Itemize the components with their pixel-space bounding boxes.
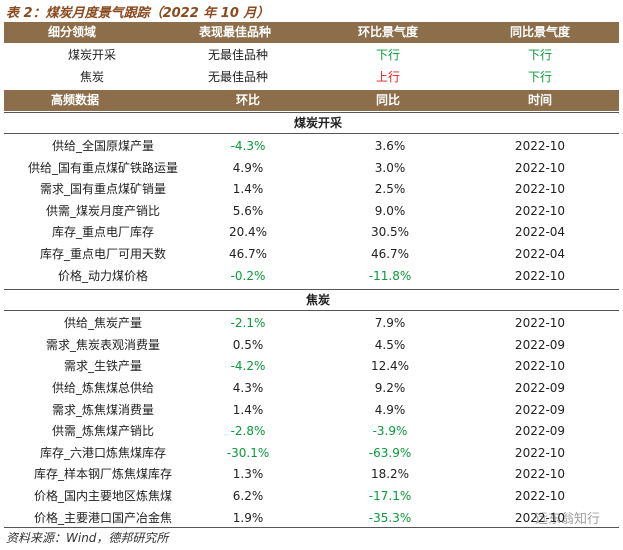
cell: 供需_炼焦煤产销比 — [51, 424, 155, 439]
cell: 4.3% — [232, 381, 264, 395]
section-title: 焦炭 — [305, 293, 331, 308]
cell: 库存_重点电厂可用天数 — [39, 247, 167, 261]
cell: 30.5% — [370, 225, 410, 240]
cell: 供需_煤炭月度产销比 — [45, 203, 161, 218]
cell: 1.3% — [232, 467, 264, 482]
cell: 2022-10 — [514, 445, 566, 460]
cell: 库存_重点电厂库存 — [51, 225, 155, 240]
rule — [4, 310, 619, 312]
cell: 下行 — [527, 48, 553, 62]
header-cell: 细分领域 — [47, 25, 97, 39]
cell: -0.2% — [230, 268, 266, 283]
cell: 1.4% — [232, 182, 264, 197]
cell: -3.9% — [372, 424, 408, 439]
cell: 4.9% — [374, 402, 406, 417]
cell: 供给_焦炭产量 — [63, 316, 143, 331]
cell: 9.0% — [374, 203, 406, 218]
header-cell: 高频数据 — [50, 93, 100, 107]
cell: -4.2% — [230, 359, 266, 374]
cell: -4.3% — [230, 139, 266, 153]
cell: 煤炭开采 — [67, 48, 117, 62]
cell: 18.2% — [370, 467, 410, 482]
cell: 7.9% — [374, 316, 406, 331]
cell: 4.9% — [232, 160, 264, 175]
cell: 价格_主要港口国产冶金焦 — [33, 510, 173, 525]
header-bar — [4, 22, 619, 43]
cell: -17.1% — [368, 489, 412, 503]
cell: 2022-10 — [514, 359, 566, 374]
cell: 需求_国有重点煤矿销量 — [39, 182, 167, 197]
cell: 上行 — [375, 70, 401, 84]
cell: 46.7% — [228, 247, 268, 261]
cell: 2022-09 — [514, 424, 566, 439]
cell: 2022-10 — [514, 467, 566, 482]
cell: 2022-10 — [514, 316, 566, 331]
cell: 无最佳品种 — [207, 70, 269, 84]
cell: 2022-04 — [514, 225, 566, 240]
cell: -63.9% — [368, 445, 412, 460]
cell: 2022-10 — [514, 203, 566, 218]
cell: 库存_六港口炼焦煤库存 — [39, 445, 167, 460]
rule — [4, 527, 619, 528]
cell: 下行 — [375, 48, 401, 62]
cell: 2022-09 — [514, 381, 566, 395]
cell: 需求_生铁产量 — [63, 359, 143, 374]
cell: 下行 — [527, 70, 553, 84]
cell: 库存_样本钢厂炼焦煤库存 — [33, 467, 173, 482]
watermark: 远东翁知行 — [535, 512, 601, 527]
cell: 供给_国有重点煤矿铁路运量 — [27, 160, 179, 175]
cell: 需求_焦炭表观消费量 — [45, 337, 161, 352]
cell: 2022-04 — [514, 247, 566, 261]
cell: 2022-10 — [514, 139, 566, 153]
header-cell: 表现最佳品种 — [198, 25, 272, 39]
cell: 1.9% — [232, 510, 264, 525]
cell: 焦炭 — [79, 70, 105, 84]
source: 资料来源：Wind，德邦研究所 — [6, 531, 169, 545]
cell: -2.1% — [230, 316, 266, 331]
cell: 无最佳品种 — [207, 48, 269, 62]
cell: 2022-10 — [514, 182, 566, 197]
cell: 价格_动力煤价格 — [57, 268, 149, 283]
cell: 2022-10 — [514, 160, 566, 175]
section-title: 煤炭开采 — [293, 116, 343, 130]
header-cell: 时间 — [527, 93, 553, 107]
cell: 9.2% — [374, 381, 406, 395]
cell: 20.4% — [228, 225, 268, 240]
cell: 4.5% — [374, 337, 406, 352]
cell: 2.5% — [374, 182, 406, 197]
header-cell: 同比 — [375, 93, 401, 107]
cell: 需求_炼焦煤消费量 — [51, 402, 155, 417]
cell: 5.6% — [232, 203, 264, 218]
cell: 供给_炼焦煤总供给 — [51, 381, 155, 395]
cell: 2022-10 — [514, 510, 566, 525]
cell: 2022-09 — [514, 402, 566, 417]
cell: 2022-10 — [514, 268, 566, 283]
cell: 3.0% — [374, 160, 406, 175]
title: 表 2：煤炭月度景气跟踪（2022 年 10 月） — [6, 6, 270, 21]
cell: 价格_国内主要地区炼焦煤 — [33, 489, 173, 503]
header-cell: 环比 — [235, 93, 261, 107]
header-bar — [4, 90, 619, 111]
rule — [4, 112, 619, 113]
cell: 12.4% — [370, 359, 410, 374]
cell: 1.4% — [232, 402, 264, 417]
cell: 2022-10 — [514, 489, 566, 503]
cell: 2022-09 — [514, 337, 566, 352]
cell: -2.8% — [230, 424, 266, 439]
header-cell: 同比景气度 — [509, 25, 571, 39]
cell: 46.7% — [370, 247, 410, 261]
cell: 3.6% — [374, 139, 406, 153]
header-cell: 环比景气度 — [357, 25, 419, 39]
cell: 0.5% — [232, 337, 264, 352]
cell: 供给_全国原煤产量 — [51, 139, 155, 153]
rule — [4, 133, 619, 134]
cell: -30.1% — [226, 445, 270, 460]
cell: -35.3% — [368, 510, 412, 525]
cell: 6.2% — [232, 489, 264, 503]
rule — [4, 289, 619, 291]
cell: -11.8% — [368, 268, 412, 283]
